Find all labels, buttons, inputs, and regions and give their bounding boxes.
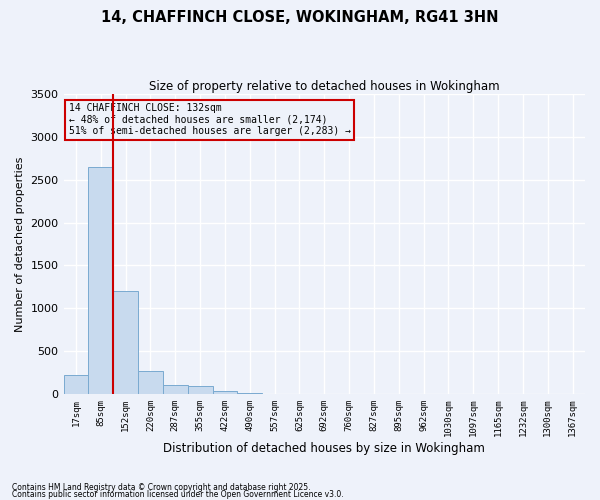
Text: 14 CHAFFINCH CLOSE: 132sqm
← 48% of detached houses are smaller (2,174)
51% of s: 14 CHAFFINCH CLOSE: 132sqm ← 48% of deta…	[69, 103, 351, 136]
Bar	[113, 291, 138, 394]
Bar	[188, 386, 212, 394]
Bar	[88, 167, 113, 394]
Bar	[138, 371, 163, 394]
Title: Size of property relative to detached houses in Wokingham: Size of property relative to detached ho…	[149, 80, 500, 93]
Text: 14, CHAFFINCH CLOSE, WOKINGHAM, RG41 3HN: 14, CHAFFINCH CLOSE, WOKINGHAM, RG41 3HN	[101, 10, 499, 25]
X-axis label: Distribution of detached houses by size in Wokingham: Distribution of detached houses by size …	[163, 442, 485, 455]
Y-axis label: Number of detached properties: Number of detached properties	[15, 156, 25, 332]
Bar	[163, 384, 188, 394]
Bar	[212, 392, 238, 394]
Bar	[64, 375, 88, 394]
Text: Contains HM Land Registry data © Crown copyright and database right 2025.: Contains HM Land Registry data © Crown c…	[12, 484, 311, 492]
Text: Contains public sector information licensed under the Open Government Licence v3: Contains public sector information licen…	[12, 490, 344, 499]
